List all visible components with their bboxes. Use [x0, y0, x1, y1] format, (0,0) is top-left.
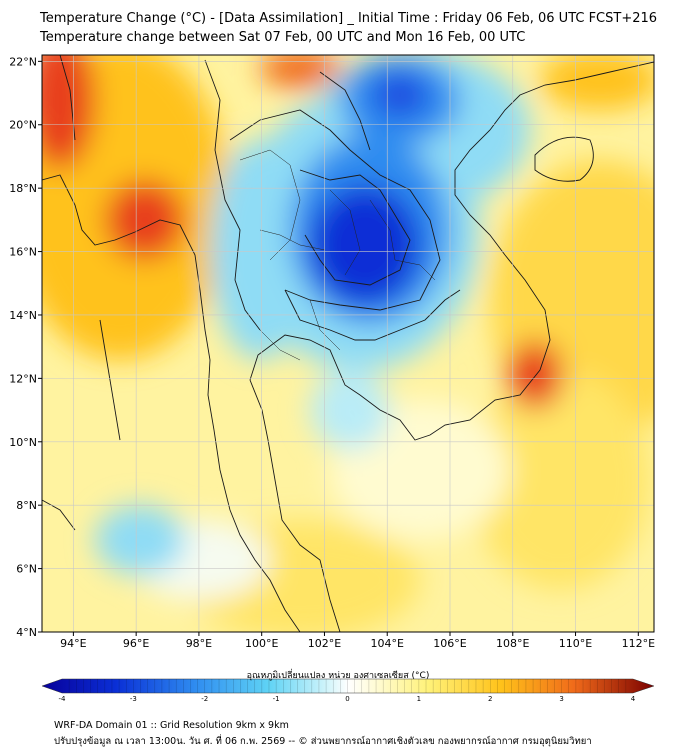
colorbar-tick-label: -2	[201, 695, 208, 703]
colorbar-tick-label: -3	[130, 695, 137, 703]
lon-tick-label: 108°E	[496, 637, 529, 650]
lon-tick-label: 104°E	[371, 637, 404, 650]
colorbar: -4 -3 -2 -1 0 1 2 3 4	[41, 678, 655, 703]
colorbar-tick-label: 0	[345, 695, 349, 703]
lat-tick-label: 4°N	[16, 626, 37, 639]
colorbar-tick-label: -1	[273, 695, 280, 703]
coastline-borders	[42, 55, 654, 632]
lat-tick-label: 16°N	[9, 246, 37, 259]
lat-tick-label: 10°N	[9, 436, 37, 449]
model-info: WRF-DA Domain 01 :: Grid Resolution 9km …	[54, 720, 289, 731]
lon-tick-label: 94°E	[60, 637, 86, 650]
lon-tick-label: 102°E	[308, 637, 341, 650]
colorbar-bar	[41, 678, 655, 694]
lat-tick-label: 14°N	[9, 309, 37, 322]
colorbar-tick-label: -4	[59, 695, 67, 703]
colorbar-label: อุณหภูมิเปลี่ยนแปลง หน่วย องศาเซลเซียส (…	[246, 671, 430, 681]
update-credit: ปรับปรุงข้อมูล ณ เวลา 13:00น. วัน ศ. ที่…	[54, 736, 592, 747]
colorbar-tick-label: 4	[631, 695, 636, 703]
lon-tick-label: 96°E	[123, 637, 149, 650]
lon-tick-label: 106°E	[433, 637, 466, 650]
longitude-axis: 94°E 96°E 98°E 100°E 102°E 104°E 106°E 108°E 110…	[60, 632, 655, 650]
colorbar-tick-label: 2	[488, 695, 492, 703]
colorbar-tick-label: 1	[417, 695, 421, 703]
colorbar-tick-label: 3	[559, 695, 563, 703]
admin-boundaries	[239, 149, 436, 361]
lon-tick-label: 100°E	[245, 637, 278, 650]
map-frame	[41, 54, 655, 633]
lat-tick-label: 12°N	[9, 372, 37, 385]
lat-tick-label: 6°N	[16, 563, 37, 576]
lat-tick-label: 22°N	[9, 55, 37, 68]
map-title: Temperature Change (°C) - [Data Assimila…	[40, 11, 658, 26]
lon-tick-label: 112°E	[622, 637, 655, 650]
map-subtitle: Temperature change between Sat 07 Feb, 0…	[40, 30, 526, 45]
lon-tick-label: 110°E	[559, 637, 592, 650]
lat-tick-label: 18°N	[9, 182, 37, 195]
gridlines	[42, 55, 654, 633]
lat-tick-label: 8°N	[16, 499, 37, 512]
lon-tick-label: 98°E	[186, 637, 212, 650]
lat-tick-label: 20°N	[9, 119, 37, 132]
latitude-axis: 22°N 20°N 18°N 16°N 14°N 12°N 10°N 8°N 6°N 4°N	[9, 55, 42, 639]
